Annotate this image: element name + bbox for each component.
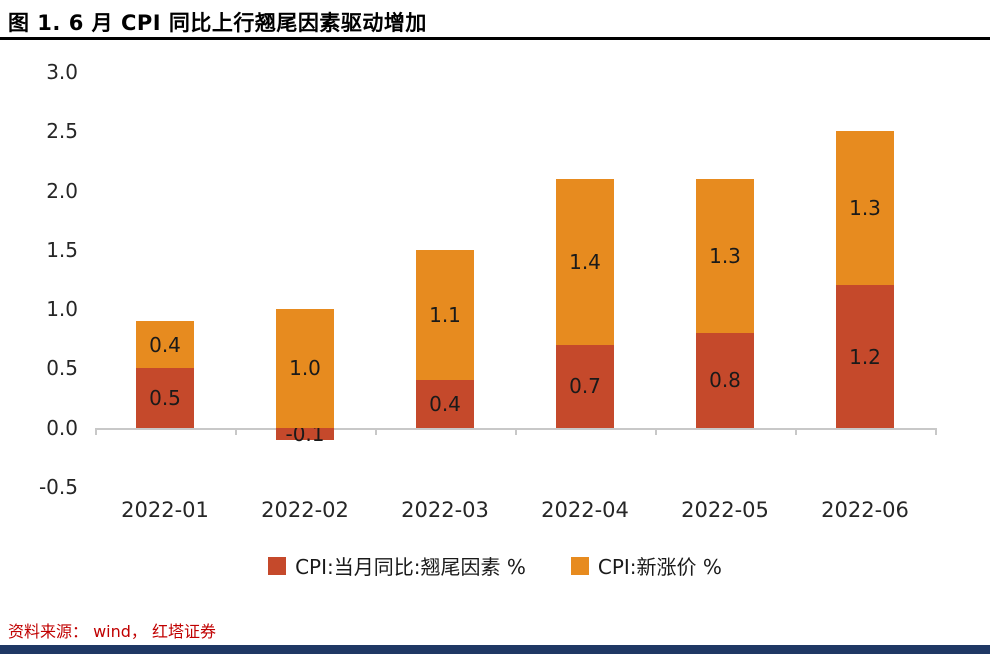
x-axis-label: 2022-03 [401,498,489,522]
y-tick-label: 1.0 [46,297,78,322]
legend-label: CPI:当月同比:翘尾因素 % [295,555,526,579]
axis-tick [375,427,377,435]
bar-segment: 0.8 [696,332,754,428]
bar-segment: 1.3 [836,131,894,286]
y-tick-label: 0.0 [46,415,78,440]
bar-segment: 1.0 [276,309,334,428]
bar-segment: 0.4 [416,380,474,428]
bar-value-label: 1.1 [429,303,461,328]
axis-tick [935,427,937,435]
axis-tick [655,427,657,435]
legend-swatch [570,556,589,575]
bar-value-label: 1.2 [849,344,881,369]
y-tick-label: 2.5 [46,119,78,144]
axis-tick [515,427,517,435]
page-title: 图 1. 6 月 CPI 同比上行翘尾因素驱动增加 [8,11,427,35]
legend-item: CPI:当月同比:翘尾因素 % [268,551,526,580]
bar-value-label: 0.5 [149,386,181,411]
bar-segment: 1.4 [556,178,614,345]
source-note: 资料来源： wind， 红塔证券 [8,622,217,641]
bar-value-label: 0.4 [149,332,181,357]
axis-tick [235,427,237,435]
x-axis-label: 2022-04 [541,498,629,522]
x-axis-label: 2022-05 [681,498,769,522]
y-tick-label: 3.0 [46,60,78,84]
x-axis-labels: 2022-01 2022-02 2022-03 2022-04 2022-05 2022-… [95,498,935,528]
bar-segment: 0.7 [556,344,614,428]
bar-segment: 1.2 [836,285,894,428]
bar-value-label: 0.8 [709,368,741,393]
bar-value-label: 1.0 [289,356,321,381]
bar-segment: -0.1 [276,422,334,446]
bar-value-label: 1.3 [849,196,881,221]
y-tick-label: -0.5 [38,475,78,499]
y-tick-label: 2.0 [46,178,78,203]
bar-segment: 0.4 [136,321,194,369]
y-tick-label: 0.5 [46,356,78,381]
legend-item: CPI:新涨价 % [570,551,722,580]
y-axis: 3.0 2.5 2.0 1.5 1.0 0.5 0.0 -0.5 [18,60,78,499]
bar-segment: 1.1 [416,249,474,381]
legend: CPI:当月同比:翘尾因素 % CPI:新涨价 % [0,551,990,580]
x-axis-label: 2022-06 [821,498,909,522]
y-tick-label: 1.5 [46,237,78,262]
bar-segment: 1.3 [696,178,754,333]
bar-segment: 0.5 [136,368,194,428]
plot-area: 0.5 0.4 -0.1 1.0 0.4 1.1 0.7 1.4 0.8 1.3 1.2 1.3 [95,72,937,487]
x-axis-label: 2022-01 [121,498,209,522]
bar-value-label: 1.4 [569,249,601,274]
x-axis-label: 2022-02 [261,498,349,522]
axis-tick [795,427,797,435]
legend-label: CPI:新涨价 % [597,555,722,579]
bar-value-label: 0.7 [569,374,601,399]
bar-value-label: 1.3 [709,243,741,268]
title-row: 图 1. 6 月 CPI 同比上行翘尾因素驱动增加 [0,0,990,40]
bar-value-label: 0.4 [429,391,461,416]
legend-swatch [268,556,287,575]
axis-tick [95,427,97,435]
bottom-accent-bar [0,645,990,654]
